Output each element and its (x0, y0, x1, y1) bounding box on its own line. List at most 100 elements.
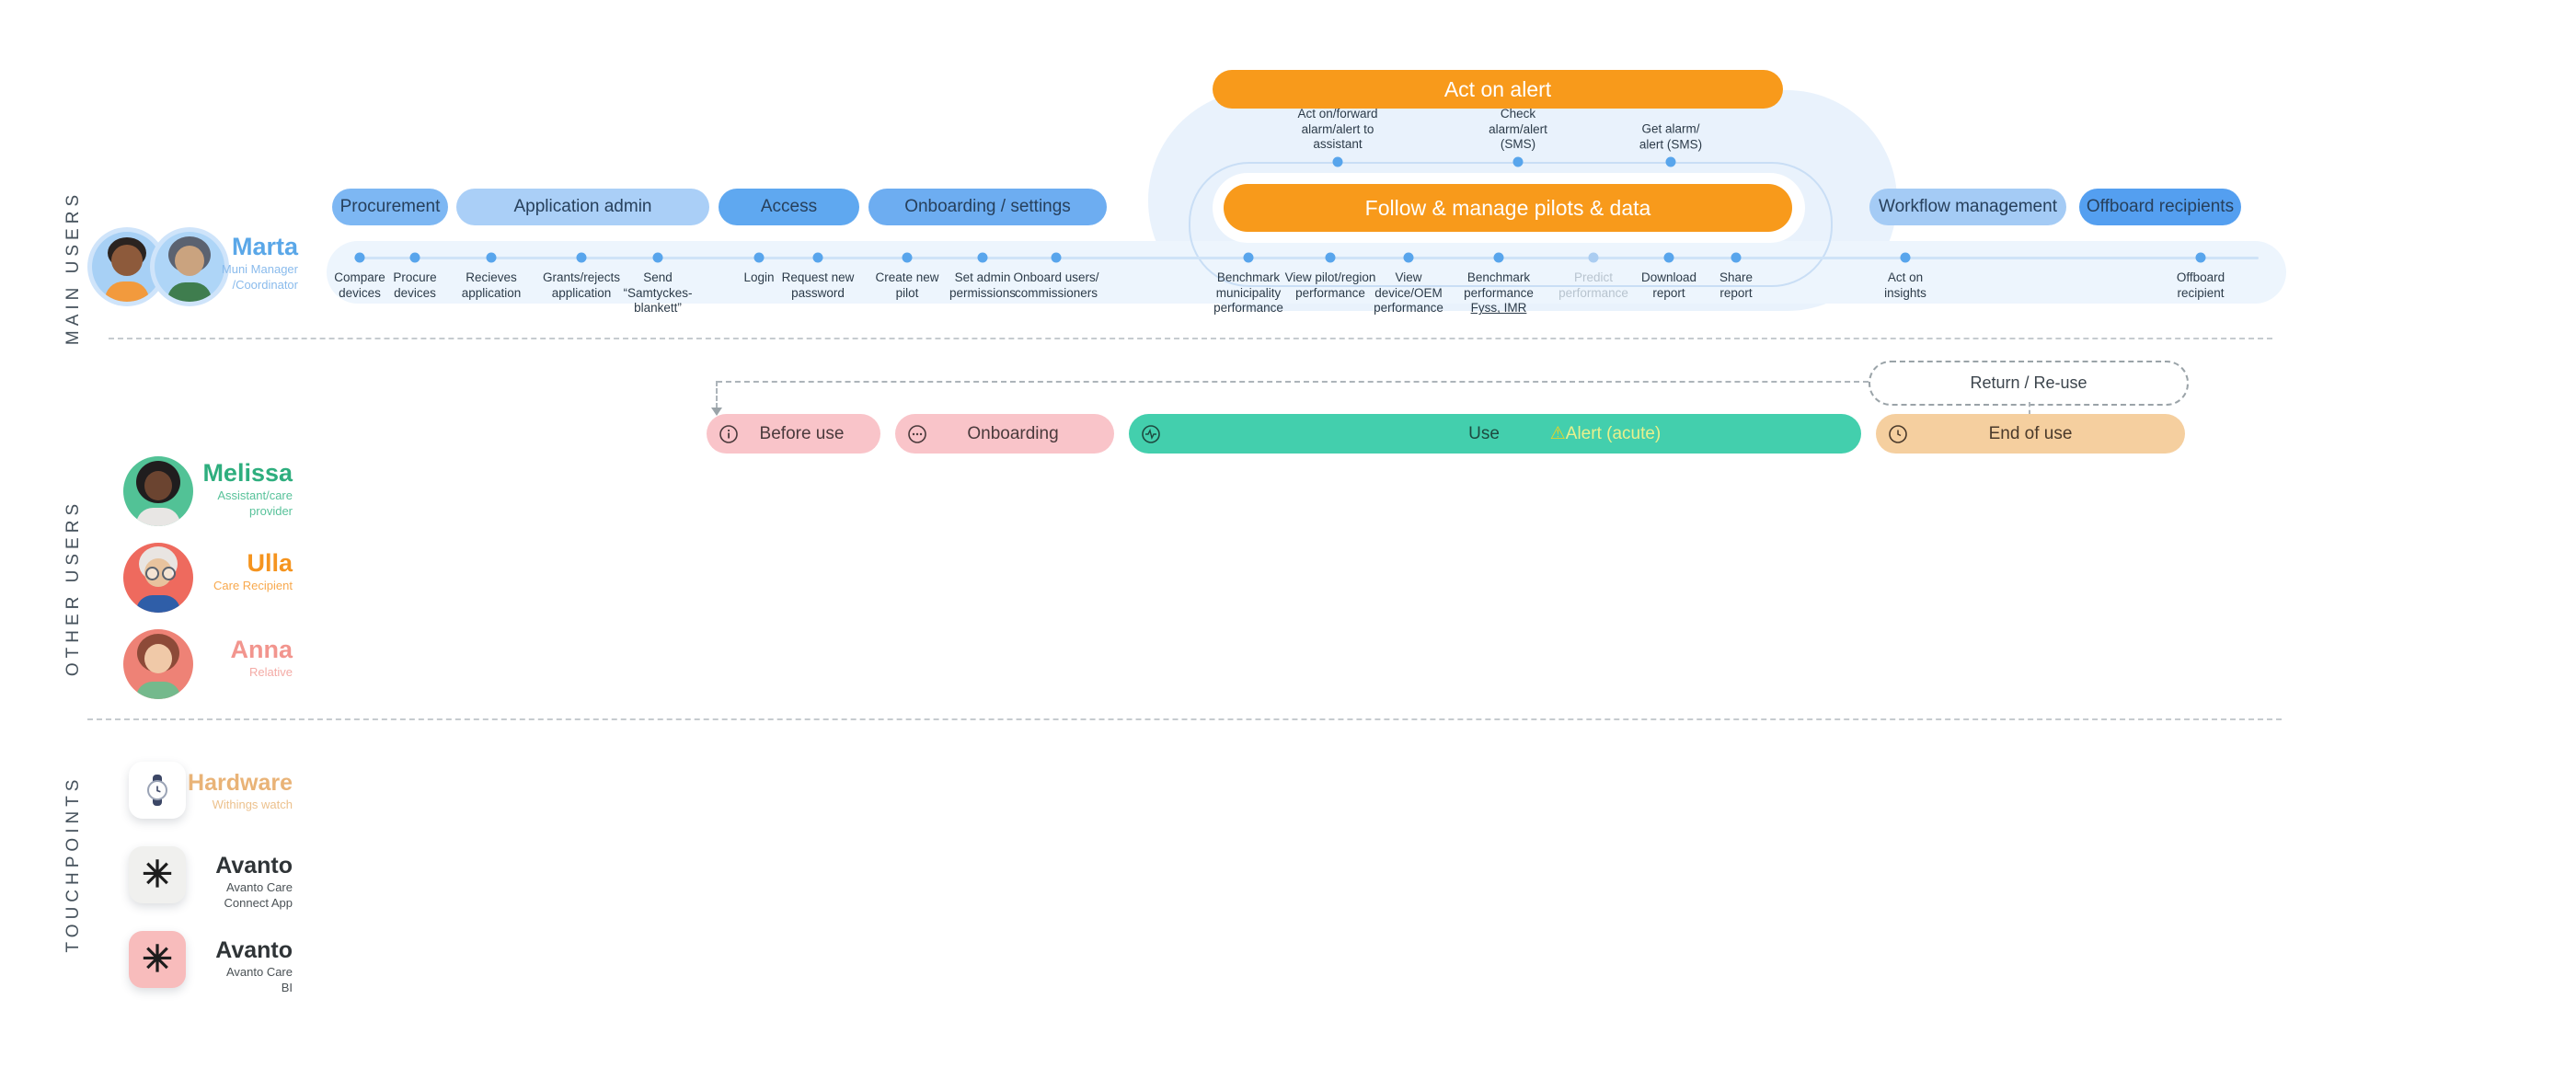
touchpoint-sub-bi: Avanto Care BI (225, 965, 293, 994)
step-dot (1512, 156, 1524, 167)
avatar-ulla (123, 543, 193, 613)
return-reuse-box: Return / Re-use (1869, 361, 2189, 406)
return-line (717, 381, 1869, 383)
step-dot (902, 252, 913, 263)
phase-label-use: Use (1468, 423, 1500, 443)
journey-step: Check alarm/alert (SMS) (1489, 106, 1547, 152)
phase-pill-access: Access (719, 189, 859, 225)
clock-icon (1888, 424, 1908, 444)
journey-step: Get alarm/ alert (SMS) (1639, 121, 1703, 152)
step-dot (1325, 252, 1336, 263)
user-role-melissa: Assistant/care provider (217, 488, 293, 518)
user-melissa: Melissa Assistant/care provider (131, 460, 293, 519)
journey-step: View pilot/region performance (1284, 270, 1376, 300)
return-box-connector (2029, 402, 2030, 415)
user-role-anna: Relative (249, 665, 293, 680)
user-name-marta: Marta (231, 233, 298, 260)
step-dot (2195, 252, 2206, 263)
journey-step: Login (743, 270, 775, 284)
journey-step: Set admin permissions (949, 270, 1017, 300)
journey-step: Act on/forward alarm/alert to assistant (1297, 106, 1378, 152)
step-dot (1332, 156, 1343, 167)
step-dot (1403, 252, 1414, 263)
phase-onboarding: Onboarding (895, 414, 1114, 454)
watch-icon (147, 775, 167, 806)
journey-step: Create new pilot (875, 270, 939, 300)
phase-end-of-use: End of use (1876, 414, 2185, 454)
avatar-marta-1 (92, 232, 162, 302)
step-dot (977, 252, 988, 263)
hardware-watch-icon (129, 762, 186, 819)
phase-label: Onboarding (967, 423, 1059, 443)
phase-pill-application-admin: Application admin (456, 189, 709, 225)
step-dot (812, 252, 823, 263)
journey-step: Grants/rejects application (542, 270, 621, 300)
step-dot (1731, 252, 1742, 263)
warning-icon: ⚠ (1549, 424, 1566, 443)
step-dot (753, 252, 765, 263)
step-dot (1665, 156, 1676, 167)
phase-label: Before use (759, 423, 845, 443)
pulse-icon (1141, 424, 1161, 444)
user-name-anna: Anna (230, 636, 293, 663)
phase-label-alert: ⚠Alert (acute) (1549, 424, 1662, 443)
avanto-bi-icon: ✳ (129, 931, 186, 988)
step-dot (1588, 252, 1599, 263)
step-dot (652, 252, 663, 263)
journey-step: Act on insights (1884, 270, 1926, 300)
journey-step: Onboard users/ commissioners (1013, 270, 1099, 300)
journey-step: Offboard recipient (2176, 270, 2225, 300)
user-anna: Anna Relative (131, 637, 293, 681)
user-name-ulla: Ulla (247, 549, 293, 577)
journey-step: Procure devices (393, 270, 437, 300)
return-arrow-icon (711, 408, 722, 416)
touchpoint-name-connect: Avanto (215, 853, 293, 879)
avatar-anna (123, 629, 193, 699)
phase-pill-onboarding-settings: Onboarding / settings (868, 189, 1107, 225)
phase-pill-procurement: Procurement (332, 189, 448, 225)
step-dot (409, 252, 420, 263)
journey-step: Recieves application (461, 270, 522, 300)
user-role-ulla: Care Recipient (213, 579, 293, 593)
journey-step: Send “Samtyckes- blankett” (623, 270, 693, 316)
touchpoint-sub-connect: Avanto Care Connect App (224, 880, 293, 910)
avanto-connect-app-icon: ✳ (129, 846, 186, 903)
journey-step: Benchmark municipality performance (1213, 270, 1283, 316)
touchpoint-sub-hardware: Withings watch (212, 798, 293, 812)
step-dot (1051, 252, 1062, 263)
info-icon (719, 424, 739, 444)
step-dot (1493, 252, 1504, 263)
journey-step: View device/OEM performance (1374, 270, 1443, 316)
journey-step: Request new password (781, 270, 855, 300)
user-name-melissa: Melissa (202, 459, 293, 487)
avatar-marta-2 (155, 232, 224, 302)
step-dot (1243, 252, 1254, 263)
touchpoint-name-hardware: Hardware (188, 770, 293, 796)
marta-band (327, 241, 2286, 304)
follow-manage-ring (1189, 162, 1833, 287)
follow-manage-banner: Follow & manage pilots & data (1224, 184, 1792, 232)
avanto-logo-icon: ✳ (142, 855, 173, 895)
phase-use: Use ⚠Alert (acute) (1129, 414, 1861, 454)
act-on-alert-banner: Act on alert (1213, 70, 1783, 109)
separator-other-touchpoints (87, 718, 2282, 720)
journey-step: Share report (1719, 270, 1754, 300)
touchpoint-hardware: Hardware Withings watch (131, 771, 293, 813)
journey-step: Benchmark performance Fyss, IMR (1464, 270, 1534, 316)
avatar-melissa (123, 456, 193, 526)
phase-pill-workflow-management: Workflow management (1869, 189, 2066, 225)
user-marta: Marta Muni Manager /Coordinator (136, 234, 298, 293)
journey-step: Predict performance (1558, 270, 1628, 300)
phase-before-use: Before use (707, 414, 880, 454)
separator-main-other (109, 338, 2272, 339)
avanto-logo-icon: ✳ (142, 939, 173, 980)
dots-icon (907, 424, 927, 444)
step-dot (354, 252, 365, 263)
return-line-drop (716, 381, 718, 408)
journey-step: Compare devices (334, 270, 385, 300)
journey-step: Download report (1640, 270, 1697, 300)
touchpoint-connect: Avanto Avanto Care Connect App (131, 854, 293, 911)
step-dot (1900, 252, 1911, 263)
